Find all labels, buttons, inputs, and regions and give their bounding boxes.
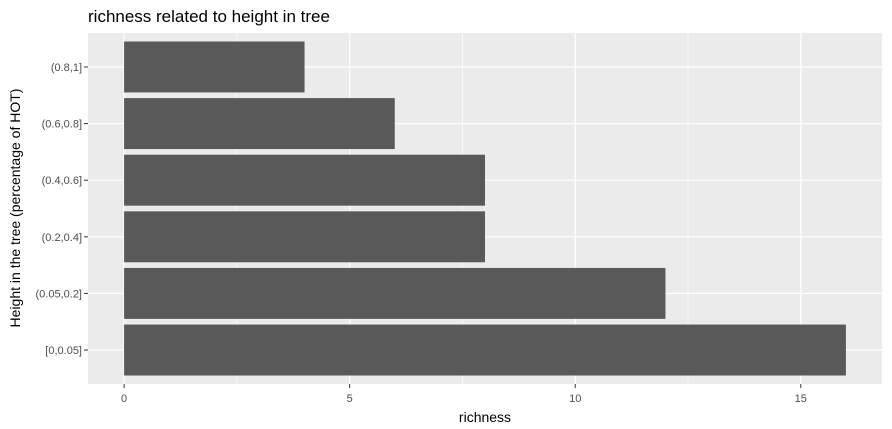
bar <box>124 211 485 263</box>
x-tick-label: 5 <box>347 393 353 405</box>
chart-title: richness related to height in tree <box>88 7 330 26</box>
y-tick-label: (0.2,0.4] <box>42 232 82 244</box>
bar <box>124 267 666 319</box>
x-tick-label: 10 <box>569 393 581 405</box>
x-tick-label: 15 <box>795 393 807 405</box>
y-tick-label: [0,0.05] <box>45 345 82 357</box>
bar <box>124 41 305 93</box>
y-tick-label: (0.4,0.6] <box>42 175 82 187</box>
y-tick-label: (0.6,0.8] <box>42 119 82 131</box>
y-axis-ticks: [0,0.05] (0.05,0.2] (0.2,0.4] (0.4,0.6] (0.6… <box>36 62 88 357</box>
bar <box>124 324 846 376</box>
bars <box>124 41 846 376</box>
bar <box>124 98 395 150</box>
y-tick-label: (0.8,1] <box>51 62 82 74</box>
x-axis-title: richness <box>459 409 511 425</box>
bar <box>124 154 485 206</box>
y-tick-label: (0.05,0.2] <box>36 288 82 300</box>
x-axis-ticks: 0 5 10 15 <box>121 384 807 405</box>
x-tick-label: 0 <box>121 393 127 405</box>
y-axis-title: Height in the tree (percentage of HOT) <box>7 89 23 328</box>
